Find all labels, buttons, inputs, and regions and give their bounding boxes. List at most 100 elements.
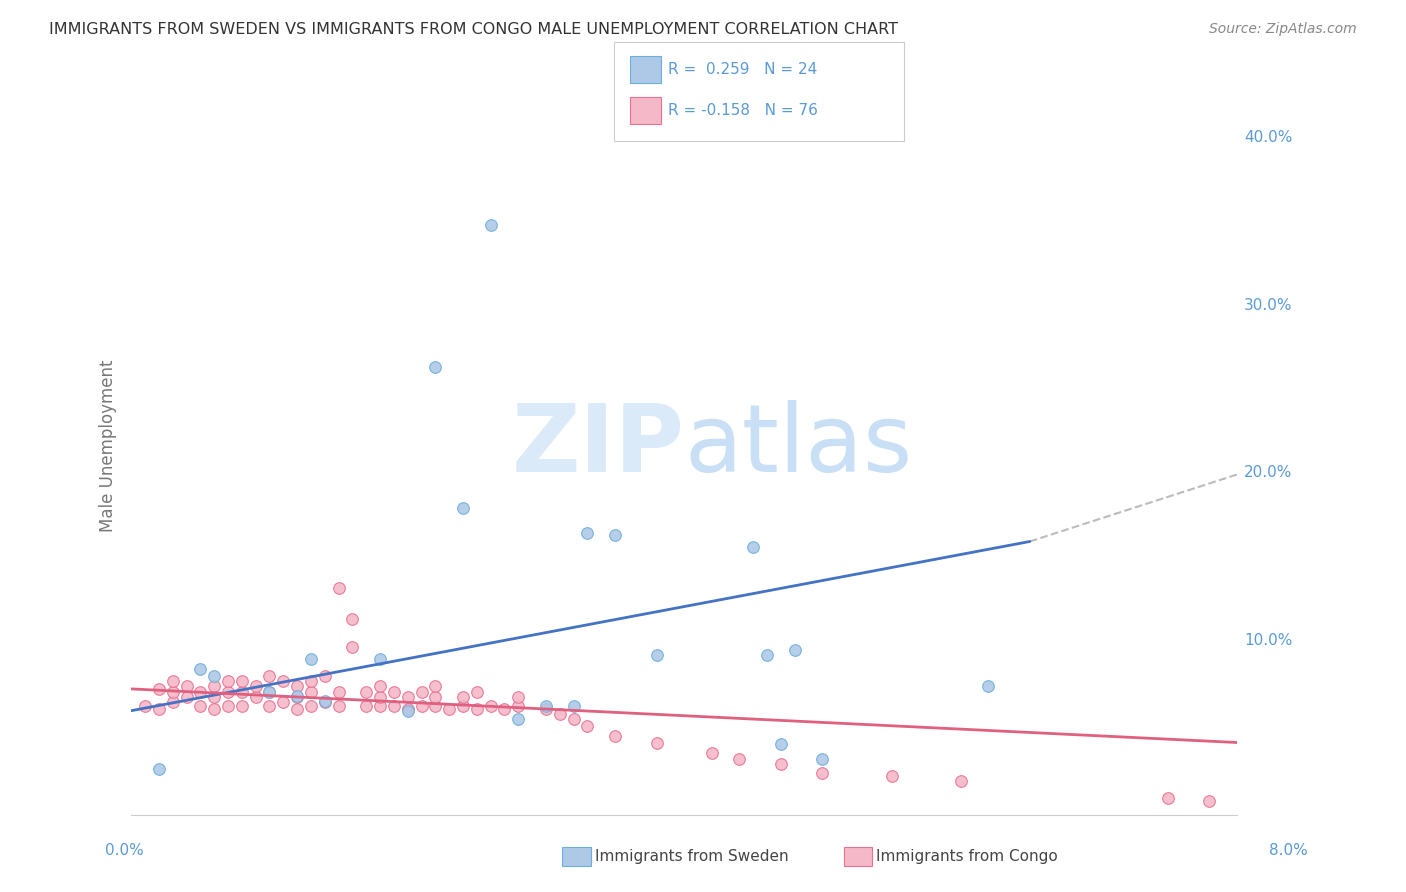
Point	[299, 698, 322, 713]
Point	[202, 702, 225, 716]
Point	[368, 679, 391, 693]
Point	[479, 698, 502, 713]
Point	[299, 685, 322, 699]
Point	[645, 648, 668, 663]
Point	[396, 690, 419, 705]
Point	[728, 752, 751, 766]
Point	[700, 746, 723, 760]
Point	[756, 648, 779, 663]
Point	[425, 360, 447, 375]
Point	[396, 704, 419, 718]
Point	[425, 679, 447, 693]
Point	[576, 719, 599, 733]
Point	[534, 698, 557, 713]
Point	[231, 685, 253, 699]
Point	[645, 735, 668, 749]
Point	[285, 690, 308, 705]
Point	[368, 690, 391, 705]
Point	[494, 702, 516, 716]
Point	[259, 668, 281, 682]
Point	[479, 218, 502, 232]
Text: R = -0.158   N = 76: R = -0.158 N = 76	[668, 103, 818, 118]
Text: Source: ZipAtlas.com: Source: ZipAtlas.com	[1209, 22, 1357, 37]
Point	[1157, 790, 1180, 805]
Point	[451, 698, 474, 713]
Point	[202, 690, 225, 705]
Point	[465, 685, 488, 699]
Point	[742, 540, 765, 554]
Point	[342, 611, 364, 625]
Point	[148, 681, 170, 696]
Point	[162, 673, 184, 688]
Point	[190, 662, 212, 676]
Text: Immigrants from Sweden: Immigrants from Sweden	[595, 849, 789, 863]
Point	[880, 769, 903, 783]
Point	[437, 702, 460, 716]
Point	[176, 690, 198, 705]
Text: IMMIGRANTS FROM SWEDEN VS IMMIGRANTS FROM CONGO MALE UNEMPLOYMENT CORRELATION CH: IMMIGRANTS FROM SWEDEN VS IMMIGRANTS FRO…	[49, 22, 898, 37]
Point	[148, 762, 170, 776]
Point	[176, 679, 198, 693]
Point	[548, 706, 571, 721]
Point	[534, 702, 557, 716]
Point	[190, 685, 212, 699]
Text: R =  0.259   N = 24: R = 0.259 N = 24	[668, 62, 817, 77]
Y-axis label: Male Unemployment: Male Unemployment	[100, 359, 117, 533]
Point	[299, 673, 322, 688]
Point	[285, 702, 308, 716]
Point	[328, 698, 350, 713]
Point	[396, 702, 419, 716]
Point	[949, 774, 972, 789]
Point	[508, 712, 530, 726]
Point	[354, 698, 377, 713]
Point	[202, 668, 225, 682]
Point	[162, 695, 184, 709]
Point	[245, 690, 267, 705]
Text: atlas: atlas	[685, 400, 912, 492]
Point	[382, 685, 405, 699]
Point	[783, 643, 806, 657]
Point	[769, 737, 792, 751]
Point	[354, 685, 377, 699]
Point	[299, 652, 322, 666]
Point	[314, 668, 336, 682]
Point	[259, 698, 281, 713]
Text: Immigrants from Congo: Immigrants from Congo	[876, 849, 1057, 863]
Point	[451, 690, 474, 705]
Point	[314, 693, 336, 707]
Point	[368, 698, 391, 713]
Point	[259, 685, 281, 699]
Point	[217, 685, 239, 699]
Point	[425, 690, 447, 705]
Point	[314, 695, 336, 709]
Point	[202, 679, 225, 693]
Point	[271, 673, 294, 688]
Point	[603, 528, 626, 542]
Point	[562, 698, 585, 713]
Point	[368, 652, 391, 666]
Text: ZIP: ZIP	[512, 400, 685, 492]
Point	[603, 729, 626, 743]
Point	[562, 712, 585, 726]
Point	[190, 698, 212, 713]
Point	[411, 685, 433, 699]
Point	[231, 698, 253, 713]
Point	[977, 679, 1000, 693]
Point	[162, 685, 184, 699]
Point	[811, 752, 834, 766]
Point	[285, 679, 308, 693]
Point	[508, 690, 530, 705]
Point	[769, 757, 792, 772]
Point	[576, 526, 599, 541]
Point	[328, 685, 350, 699]
Text: 0.0%: 0.0%	[105, 843, 145, 857]
Text: 8.0%: 8.0%	[1268, 843, 1308, 857]
Point	[259, 685, 281, 699]
Point	[382, 698, 405, 713]
Point	[411, 698, 433, 713]
Point	[465, 702, 488, 716]
Point	[285, 689, 308, 703]
Point	[271, 695, 294, 709]
Point	[217, 698, 239, 713]
Point	[811, 765, 834, 780]
